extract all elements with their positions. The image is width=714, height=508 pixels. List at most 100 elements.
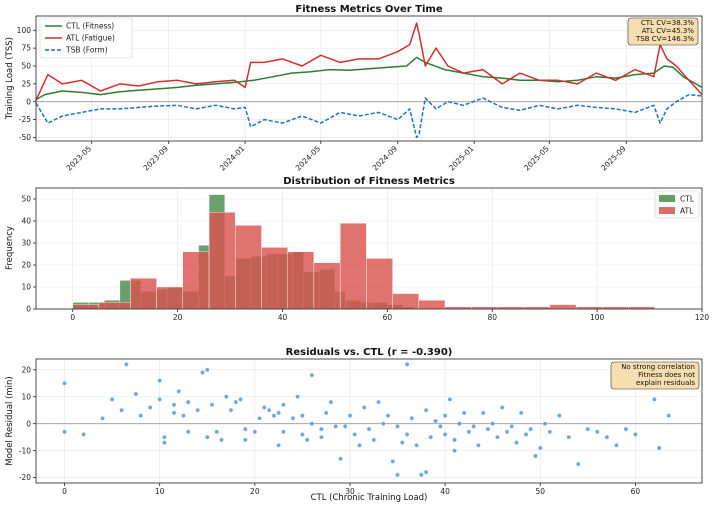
scatter-point — [295, 394, 300, 399]
scatter-point — [309, 421, 315, 426]
scatter-point — [585, 426, 591, 432]
line-chart-x-tick-label: 2023-09 — [142, 144, 171, 173]
scatter-point — [300, 432, 305, 437]
scatter-point — [595, 429, 600, 435]
scatter-point — [533, 453, 538, 459]
scatter-point — [633, 432, 638, 437]
histogram-y-tick-label: 10 — [21, 283, 31, 292]
scatter-point — [457, 421, 462, 426]
scatter-point — [442, 413, 448, 418]
scatter-point — [271, 413, 277, 418]
scatter-point — [209, 402, 215, 408]
scatter-point — [357, 443, 362, 448]
histogram-bar-atl — [340, 222, 367, 310]
correlation-note-box: No strong correlation Fitness does not e… — [610, 361, 700, 390]
scatter-x-tick-label: 60 — [631, 487, 641, 496]
scatter-point — [238, 397, 243, 402]
scatter-point — [281, 402, 286, 408]
legend-label-hist-atl: ATL — [680, 207, 694, 216]
scatter-point — [490, 421, 495, 426]
histogram-y-tick-label: 0 — [26, 305, 31, 314]
legend-label-tsb: TSB (Form) — [65, 46, 108, 55]
scatter-point — [614, 443, 619, 448]
line-chart-x-tick-label: 2024-09 — [371, 144, 400, 173]
scatter-point — [656, 445, 662, 451]
scatter-point — [414, 443, 419, 448]
scatter-point — [514, 440, 519, 445]
scatter-x-tick-label: 30 — [345, 487, 355, 496]
histogram-bar-atl — [287, 251, 315, 310]
histogram-x-tick-label: 80 — [487, 313, 497, 322]
line-chart-panel: Fitness Metrics Over Time -50 -25 0 25 50 75 1… — [5, 4, 703, 173]
scatter-panel: Residuals vs. CTL (r = -0.390) -20 -10 0 10… — [5, 347, 703, 503]
histogram-bar-atl — [130, 278, 157, 310]
scatter-point — [100, 416, 105, 421]
cv-annotation-box: CTL CV=38.3% ATL CV=45.3% TSB CV=146.3% — [627, 17, 699, 46]
histogram-x-tick-label: 100 — [590, 313, 605, 322]
line-chart-plot-area — [35, 22, 703, 139]
scatter-point — [328, 399, 334, 405]
histogram-y-tick-label: 30 — [21, 239, 31, 248]
scatter-point — [81, 432, 86, 437]
histogram-bar-atl — [235, 225, 262, 310]
histogram-bar-atl — [313, 262, 341, 310]
scatter-point — [476, 443, 481, 448]
scatter-point — [176, 389, 181, 394]
scatter-point — [119, 407, 124, 413]
scatter-point — [171, 410, 177, 416]
histogram-bar-atl — [72, 304, 100, 310]
histogram-x-tick-label: 120 — [695, 313, 710, 322]
scatter-point — [452, 448, 457, 453]
scatter-point — [133, 391, 139, 397]
scatter-point — [471, 424, 476, 429]
scatter-point — [528, 426, 533, 432]
histogram-bar-atl — [261, 247, 288, 310]
histogram-bar-atl — [98, 302, 131, 310]
line-chart-x-tick-label: 2024-01 — [218, 144, 247, 173]
scatter-point — [652, 397, 657, 402]
scatter-point — [433, 418, 438, 424]
scatter-point — [504, 429, 510, 435]
scatter-point — [276, 443, 281, 448]
scatter-x-tick-label: 20 — [250, 487, 260, 496]
legend-swatch-hist-atl — [659, 207, 675, 214]
line-chart-y-tick-label: -50 — [19, 133, 31, 142]
histogram-x-ticks: 0 20 40 60 80 100 120 — [70, 309, 709, 322]
line-chart-x-tick-label: 2025-05 — [522, 144, 551, 173]
line-chart-frame — [35, 15, 703, 142]
scatter-point — [252, 429, 258, 435]
scatter-point — [452, 437, 457, 443]
scatter-point — [395, 424, 400, 429]
histogram-bar-atl — [208, 211, 236, 310]
scatter-point — [538, 445, 543, 451]
histogram-x-tick-label: 0 — [70, 313, 75, 322]
scatter-point — [342, 424, 348, 429]
scatter-point — [147, 405, 153, 410]
line-chart-x-tick-label: 2025-01 — [447, 144, 476, 173]
line-chart-y-label: Training Load (TSS) — [5, 37, 15, 120]
scatter-point — [185, 429, 191, 435]
histogram-plot-area — [72, 194, 655, 310]
correlation-note-line-2: Fitness does not — [638, 371, 695, 379]
scatter-x-label: CTL (Chronic Training Load) — [311, 493, 428, 503]
scatter-point — [404, 362, 410, 367]
scatter-point — [461, 410, 467, 416]
histogram-x-tick-label: 20 — [173, 313, 183, 322]
correlation-note-line-1: No strong correlation — [621, 363, 695, 371]
scatter-point — [266, 407, 272, 413]
scatter-point — [205, 434, 210, 440]
scatter-point — [480, 410, 486, 416]
tsb-form-line — [35, 93, 703, 139]
histogram-title: Distribution of Fitness Metrics — [283, 176, 455, 187]
scatter-point — [400, 440, 405, 445]
scatter-point — [404, 432, 410, 437]
histogram-y-ticks: 0 10 20 30 40 50 — [21, 195, 36, 314]
scatter-point — [224, 394, 229, 399]
line-chart-grid — [36, 16, 702, 141]
scatter-point — [214, 429, 220, 435]
scatter-point — [509, 424, 514, 429]
scatter-point — [171, 402, 177, 408]
histogram-y-label: Frequency — [5, 226, 15, 270]
scatter-frame — [35, 358, 703, 484]
scatter-x-tick-label: 40 — [440, 487, 450, 496]
